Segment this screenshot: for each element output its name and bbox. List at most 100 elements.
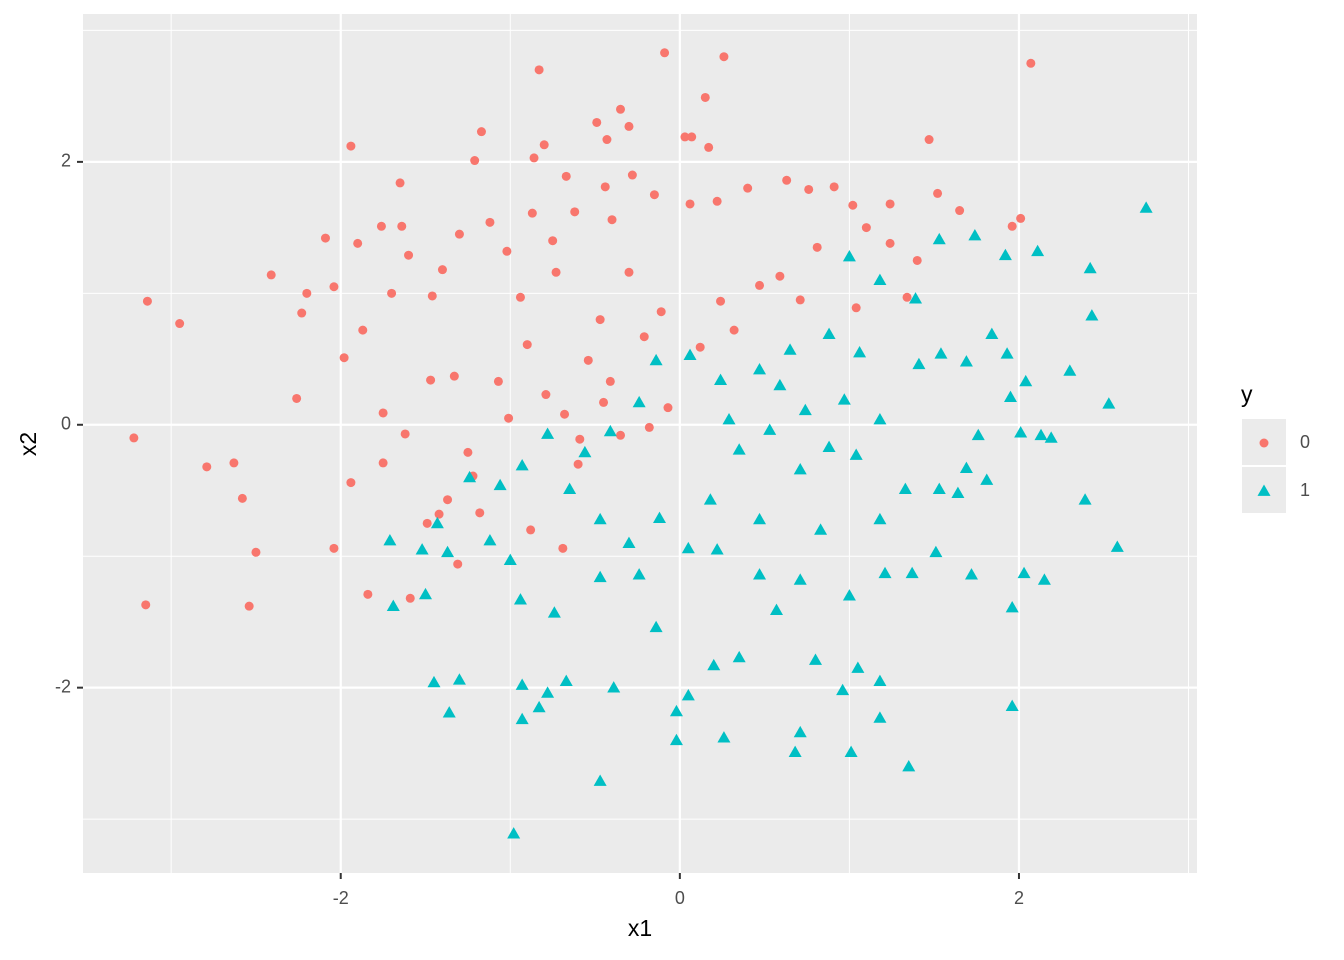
point bbox=[452, 673, 466, 685]
point bbox=[1007, 221, 1017, 231]
point bbox=[836, 683, 850, 696]
point bbox=[251, 547, 261, 557]
point bbox=[848, 200, 858, 210]
point bbox=[885, 199, 895, 209]
point bbox=[593, 570, 607, 583]
point bbox=[607, 681, 621, 693]
legend-label: 1 bbox=[1300, 480, 1310, 500]
point bbox=[627, 170, 637, 180]
point bbox=[703, 493, 717, 505]
point bbox=[798, 403, 812, 416]
point bbox=[507, 827, 521, 839]
point bbox=[522, 340, 532, 350]
point bbox=[885, 238, 895, 248]
point bbox=[563, 482, 577, 495]
point bbox=[616, 430, 626, 440]
point bbox=[624, 267, 634, 277]
point bbox=[558, 543, 568, 553]
point bbox=[593, 512, 607, 525]
point bbox=[905, 566, 919, 579]
legend-label: 0 bbox=[1300, 432, 1310, 452]
point bbox=[1110, 540, 1124, 552]
point bbox=[470, 156, 480, 166]
point bbox=[463, 470, 477, 483]
y-axis-title: x2 bbox=[15, 432, 41, 456]
point bbox=[363, 589, 373, 599]
point bbox=[932, 232, 946, 245]
point bbox=[722, 413, 736, 425]
legend-title: y bbox=[1241, 381, 1253, 407]
point bbox=[600, 182, 610, 192]
point bbox=[442, 706, 456, 718]
point bbox=[493, 376, 503, 386]
point bbox=[632, 395, 646, 408]
point bbox=[339, 353, 349, 363]
y-tick-label: 0 bbox=[61, 414, 71, 434]
point bbox=[541, 390, 551, 400]
point bbox=[844, 745, 858, 757]
point bbox=[329, 543, 339, 553]
point bbox=[732, 650, 746, 663]
point bbox=[175, 319, 185, 329]
point bbox=[397, 221, 407, 231]
point bbox=[395, 178, 405, 188]
point bbox=[548, 236, 558, 246]
point bbox=[575, 434, 585, 444]
point bbox=[719, 52, 729, 62]
point bbox=[551, 267, 561, 277]
point bbox=[386, 599, 400, 612]
point bbox=[1017, 566, 1031, 579]
point bbox=[607, 215, 617, 225]
point bbox=[842, 250, 856, 262]
point bbox=[700, 92, 710, 102]
point bbox=[483, 533, 497, 546]
point bbox=[649, 353, 663, 366]
point bbox=[980, 473, 994, 485]
point bbox=[639, 332, 649, 342]
point bbox=[955, 206, 965, 216]
point bbox=[710, 543, 724, 555]
point bbox=[873, 273, 887, 286]
point bbox=[861, 223, 871, 233]
point bbox=[573, 459, 583, 469]
point bbox=[753, 568, 767, 580]
point bbox=[753, 512, 767, 525]
point bbox=[964, 568, 978, 580]
point bbox=[622, 536, 636, 548]
point bbox=[793, 725, 807, 738]
point bbox=[454, 229, 464, 239]
point bbox=[513, 593, 527, 605]
point bbox=[541, 686, 555, 698]
point bbox=[680, 132, 690, 142]
point bbox=[400, 429, 410, 439]
point bbox=[141, 600, 151, 610]
point bbox=[652, 511, 666, 523]
point bbox=[902, 760, 916, 772]
point bbox=[1000, 347, 1014, 359]
point bbox=[669, 704, 683, 717]
point bbox=[515, 292, 525, 302]
point bbox=[783, 343, 797, 355]
point bbox=[419, 587, 433, 600]
point bbox=[404, 250, 414, 260]
point bbox=[763, 423, 777, 435]
point bbox=[929, 545, 943, 558]
point bbox=[632, 568, 646, 580]
point bbox=[1037, 573, 1051, 585]
point bbox=[559, 674, 573, 686]
point bbox=[547, 606, 561, 618]
point bbox=[1085, 309, 1099, 321]
point bbox=[592, 117, 602, 127]
point bbox=[755, 280, 765, 290]
point bbox=[415, 543, 429, 555]
point bbox=[302, 288, 312, 298]
point bbox=[822, 327, 836, 339]
point bbox=[782, 175, 792, 185]
point bbox=[873, 413, 887, 425]
point bbox=[493, 478, 507, 491]
point bbox=[378, 458, 388, 468]
point bbox=[753, 363, 767, 375]
point bbox=[685, 199, 695, 209]
point bbox=[716, 296, 726, 306]
